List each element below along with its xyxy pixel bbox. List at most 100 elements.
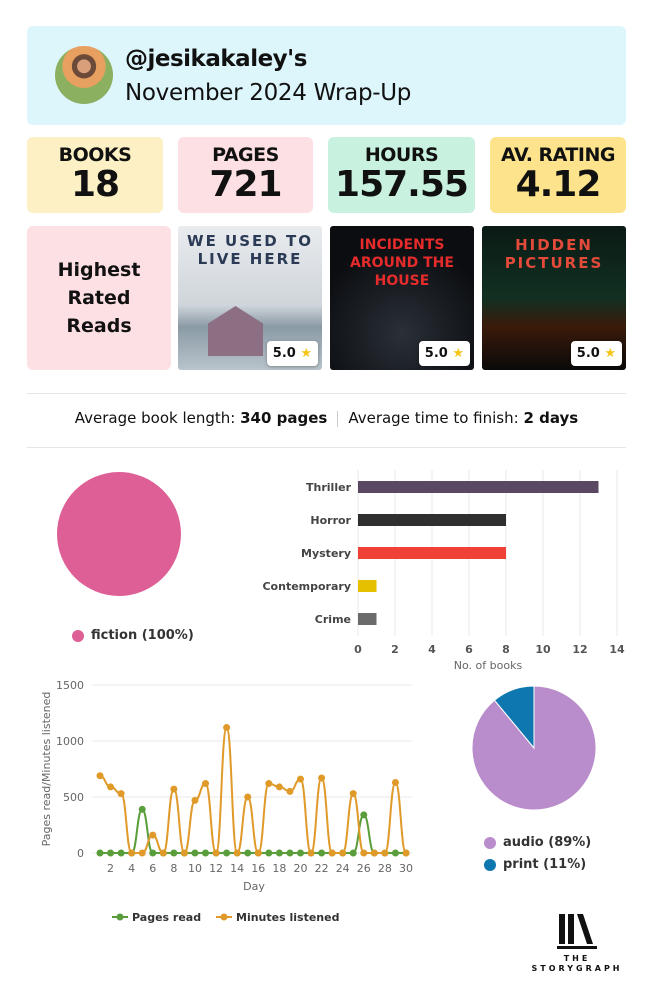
line-minutes-listened [99, 726, 407, 855]
avg-length-label: Average book length: [74, 409, 236, 427]
data-point [318, 849, 326, 857]
y-tick-label: 0 [77, 847, 84, 860]
x-tick-label: 4 [128, 862, 135, 875]
data-point [296, 849, 304, 857]
data-point [286, 787, 294, 795]
data-point [286, 849, 294, 857]
x-tick-label: 0 [354, 643, 362, 656]
bar-horror [358, 514, 506, 526]
x-tick-label: 10 [535, 643, 551, 656]
book-cover[interactable]: INCIDENTS AROUND THE HOUSE 5.0 ★ [330, 226, 474, 370]
page-title: November 2024 Wrap-Up [125, 80, 412, 106]
x-tick-label: 14 [609, 643, 625, 656]
bar-contemporary [358, 580, 377, 592]
data-point [117, 790, 125, 798]
star-icon: ★ [452, 346, 464, 361]
storygraph-logo-icon [557, 914, 597, 949]
book-title: INCIDENTS AROUND THE HOUSE [350, 237, 454, 289]
bar-label: Mystery [301, 547, 351, 560]
stat-pages: PAGES 721 [178, 137, 313, 213]
bar-label: Contemporary [262, 580, 351, 593]
x-tick-label: 6 [149, 862, 156, 875]
stat-value: 157.55 [335, 164, 469, 205]
avg-time-value: 2 days [523, 409, 579, 427]
star-icon: ★ [300, 346, 312, 361]
data-point [107, 849, 115, 857]
y-tick-label: 500 [63, 791, 84, 804]
legend-label: Pages read [132, 911, 201, 924]
x-axis-title: Day [243, 880, 265, 893]
book-cover[interactable]: HIDDEN PICTURES 5.0 ★ [482, 226, 626, 370]
data-point [360, 811, 368, 819]
highest-rated-label: Highest Rated Reads [27, 226, 171, 370]
data-point [275, 783, 283, 791]
x-tick-label: 26 [357, 862, 371, 875]
y-axis-title: Pages read/Minutes listened [40, 692, 53, 847]
data-point [212, 849, 220, 857]
fiction-legend: fiction (100%) [72, 628, 194, 643]
rating-badge: 5.0 ★ [570, 341, 622, 366]
x-tick-label: 2 [391, 643, 399, 656]
x-tick-label: 12 [209, 862, 223, 875]
y-tick-label: 1000 [56, 735, 84, 748]
bar-thriller [358, 481, 599, 493]
data-point [149, 849, 157, 857]
avg-length-value: 340 pages [240, 409, 328, 427]
data-point [233, 849, 241, 857]
bar-label: Horror [310, 514, 351, 527]
pie-slice [493, 685, 535, 750]
avg-time-label: Average time to finish: [348, 409, 519, 427]
data-point [128, 849, 136, 857]
legend-marker [116, 913, 124, 921]
book-cover[interactable]: WE USED TO LIVE HERE 5.0 ★ [178, 226, 322, 370]
data-point [117, 849, 125, 857]
data-point [275, 849, 283, 857]
stat-label: PAGES [212, 144, 279, 166]
data-point [159, 849, 167, 857]
data-point [349, 790, 357, 798]
data-point [191, 796, 199, 804]
stat-value: 4.12 [515, 164, 602, 205]
username: @jesikakaley's [125, 46, 307, 72]
stat-books: BOOKS 18 [27, 137, 163, 213]
storygraph-logo: THE STORYGRAPH [527, 912, 627, 974]
stat-hours: HOURS 157.55 [328, 137, 475, 213]
averages-row: Average book length: 340 pages Average ti… [27, 409, 626, 427]
x-tick-label: 30 [399, 862, 413, 875]
x-tick-label: 18 [272, 862, 286, 875]
data-point [223, 724, 231, 732]
data-point [170, 849, 178, 857]
x-tick-label: 6 [465, 643, 473, 656]
data-point [254, 849, 262, 857]
data-point [138, 805, 146, 813]
audio-legend: audio (89%) [484, 835, 591, 850]
data-point [244, 849, 252, 857]
stat-rating: AV. RATING 4.12 [490, 137, 626, 213]
data-point [149, 831, 157, 839]
bar-label: Crime [315, 613, 351, 626]
data-point [402, 849, 410, 857]
data-point [223, 849, 231, 857]
legend-marker [220, 913, 228, 921]
data-point [244, 793, 252, 801]
data-point [349, 849, 357, 857]
star-icon: ★ [604, 346, 616, 361]
data-point [381, 849, 389, 857]
stat-label: HOURS [364, 144, 439, 166]
x-tick-label: 10 [188, 862, 202, 875]
print-legend: print (11%) [484, 857, 586, 872]
x-tick-label: 14 [230, 862, 244, 875]
x-tick-label: 24 [336, 862, 350, 875]
x-tick-label: 8 [170, 862, 177, 875]
x-tick-label: 2 [107, 862, 114, 875]
data-point [170, 785, 178, 793]
header-card: @jesikakaley's November 2024 Wrap-Up [27, 26, 626, 125]
stat-value: 18 [70, 164, 120, 205]
stat-label: BOOKS [58, 144, 132, 166]
book-title: WE USED TO LIVE HERE [187, 232, 313, 268]
data-point [391, 778, 399, 786]
bar-crime [358, 613, 377, 625]
data-point [107, 783, 115, 791]
data-point [96, 849, 104, 857]
data-point [138, 849, 146, 857]
